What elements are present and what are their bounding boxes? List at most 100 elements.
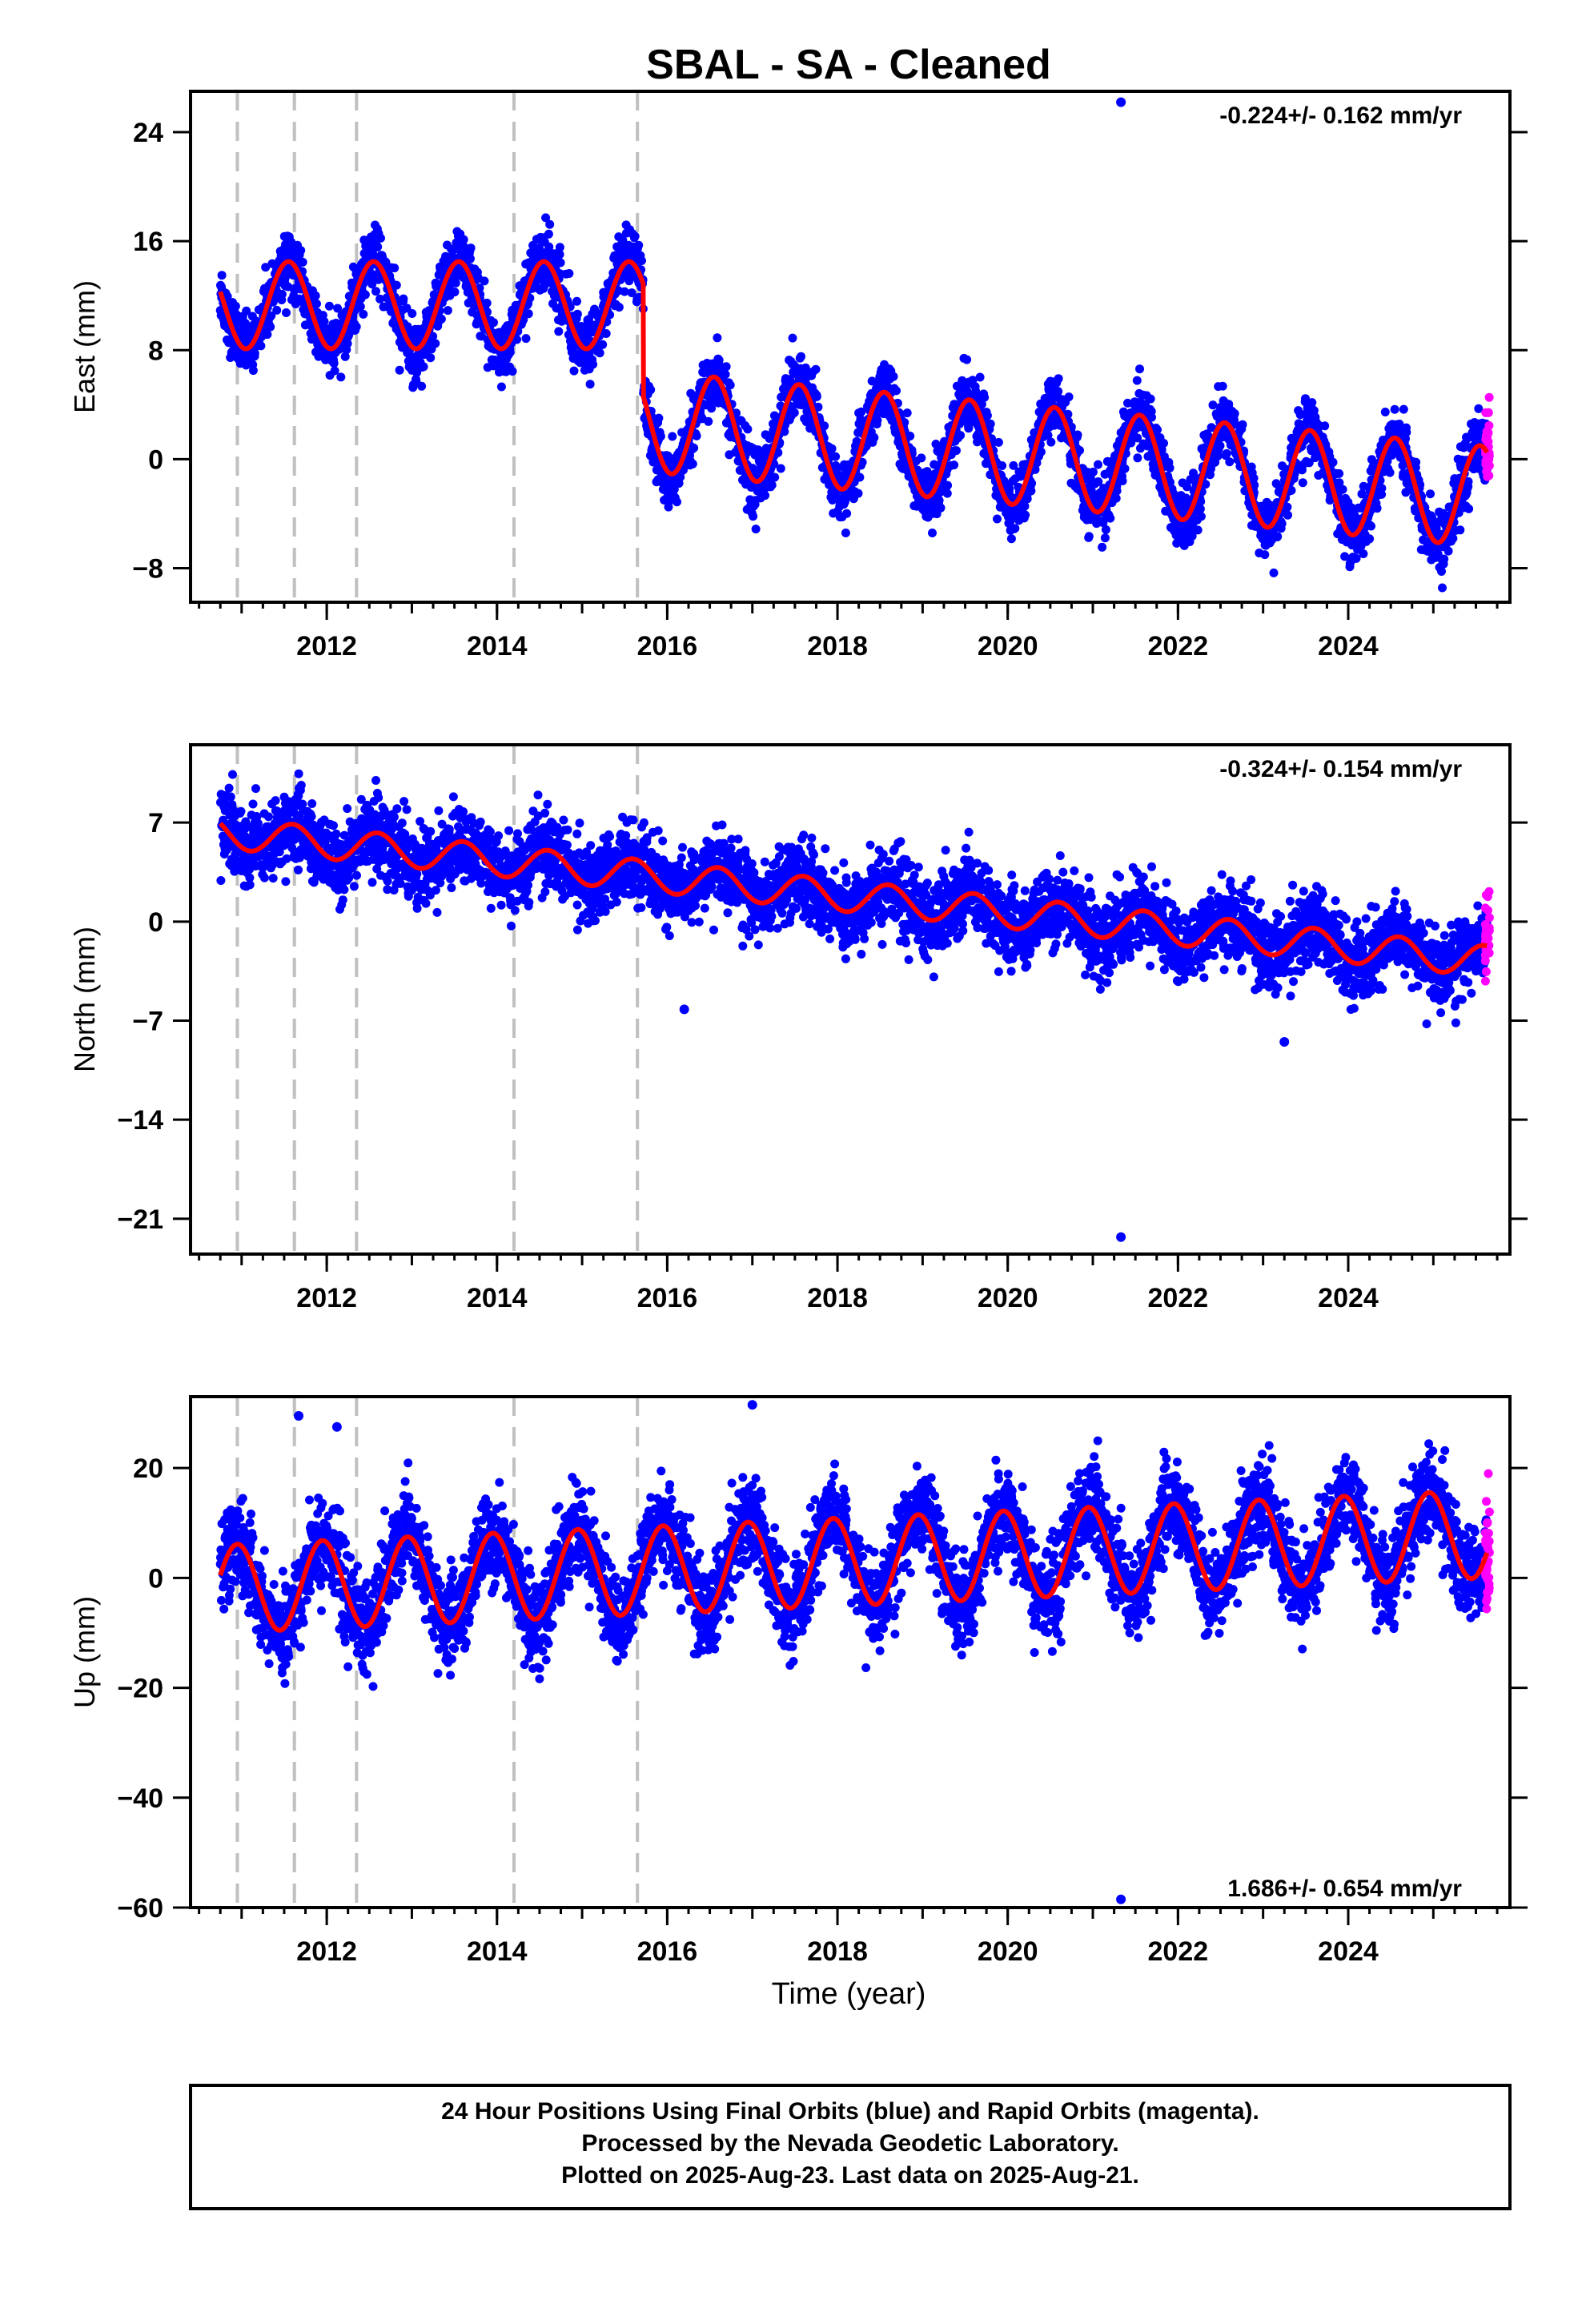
final-orbit-point [480,276,489,286]
final-orbit-point [1238,420,1247,429]
final-orbit-point [928,529,937,537]
final-orbit-point [266,322,275,332]
final-orbit-point [419,362,428,372]
final-orbit-point [797,352,805,361]
final-orbit-point [524,309,533,319]
final-orbit-point [956,431,966,440]
final-orbit-point [555,250,564,259]
final-orbit-point [902,408,912,418]
final-orbit-point [637,256,646,265]
final-orbit-point [707,404,717,413]
final-orbit-point [1365,534,1375,544]
final-orbit-point [271,796,280,806]
final-orbit-point [1456,525,1465,535]
final-orbit-point [250,348,259,358]
final-orbit-point [319,316,329,326]
final-orbit-point [1100,533,1110,543]
final-orbit-point [294,865,303,875]
final-orbit-point [654,413,664,423]
final-orbit-point [1277,519,1287,529]
final-orbit-point [673,497,681,507]
final-orbit-point [336,372,346,382]
plot-frame [189,90,1512,604]
final-orbit-point [1133,453,1142,463]
final-orbit-point [714,356,724,365]
final-orbit-point [391,280,401,290]
final-orbit-point [248,799,258,809]
final-orbit-point [395,365,404,375]
final-orbit-point [1437,567,1446,576]
rate-label: -0.224+/- 0.162 mm/yr [1219,103,1462,129]
final-orbit-point [374,275,383,284]
final-orbit-point [934,496,944,505]
final-orbit-point [721,370,730,379]
final-orbit-point [1380,408,1390,416]
final-orbit-point [1196,512,1206,521]
final-orbit-point [482,298,492,308]
final-orbit-point [889,372,898,381]
final-orbit-point [489,318,498,328]
final-orbit-point [253,818,263,828]
final-orbit-point [1320,421,1330,431]
final-orbit-point [572,296,581,306]
final-orbit-point [466,254,475,263]
final-orbit-point [1367,521,1375,531]
final-orbit-point [360,290,370,300]
final-orbit-point [545,219,555,229]
final-orbit-point [376,233,385,243]
final-orbit-point [1046,437,1056,447]
final-orbit-point [1225,457,1235,467]
final-orbit-point [873,416,882,425]
final-orbit-point [1146,394,1155,404]
final-orbit-point [1359,549,1368,558]
final-orbit-point [1260,550,1270,560]
final-orbit-point [519,315,528,324]
final-orbit-point [450,287,460,297]
final-orbit-point [236,806,246,816]
final-orbit-point [1411,457,1421,467]
plots: 2012 2014 2016 2018 2020 2022 2024−8081624East… [68,90,1528,1967]
final-orbit-point [749,512,758,521]
final-orbit-point [451,278,460,287]
final-orbit-point [311,291,320,300]
final-orbit-point [256,341,266,351]
chart-title: SBAL - SA - Cleaned [646,42,1051,88]
x-tick-label: 2022 [1148,631,1209,661]
final-orbit-point [296,246,306,255]
final-orbit-point [656,432,665,441]
outlier-point [1116,97,1126,107]
final-orbit-point [952,446,961,456]
final-orbit-point [788,333,797,343]
final-orbit-point [811,364,821,374]
final-orbit-point [1026,486,1036,496]
y-tick-label: −8 [132,553,163,584]
final-orbit-point [751,525,761,534]
final-orbit-point [508,367,517,376]
final-orbit-point [1094,460,1102,469]
final-orbit-point [905,432,915,440]
final-orbit-point [496,382,506,392]
final-orbit-point [272,305,282,315]
final-orbit-point [767,480,777,490]
final-orbit-point [1064,392,1074,402]
final-orbit-point [466,243,476,253]
final-orbit-point [588,360,598,369]
final-orbit-point [1283,502,1292,512]
final-orbit-point [564,269,574,278]
final-orbit-point [598,340,608,349]
final-orbit-point [443,306,452,316]
final-orbit-point [1390,404,1399,414]
final-orbit-point [595,348,604,358]
final-orbit-point [646,385,656,395]
rapid-orbit-point [1482,467,1492,476]
final-orbit-point [267,311,276,320]
final-orbit-point [512,335,521,344]
final-orbit-point [1073,430,1082,440]
final-orbit-point [1088,467,1098,476]
final-orbit-point [855,472,865,482]
final-orbit-point [1006,534,1016,544]
final-orbit-point [1438,583,1447,593]
final-orbit-point [555,243,564,252]
final-orbit-point [367,279,377,289]
final-orbit-point [1165,463,1174,472]
